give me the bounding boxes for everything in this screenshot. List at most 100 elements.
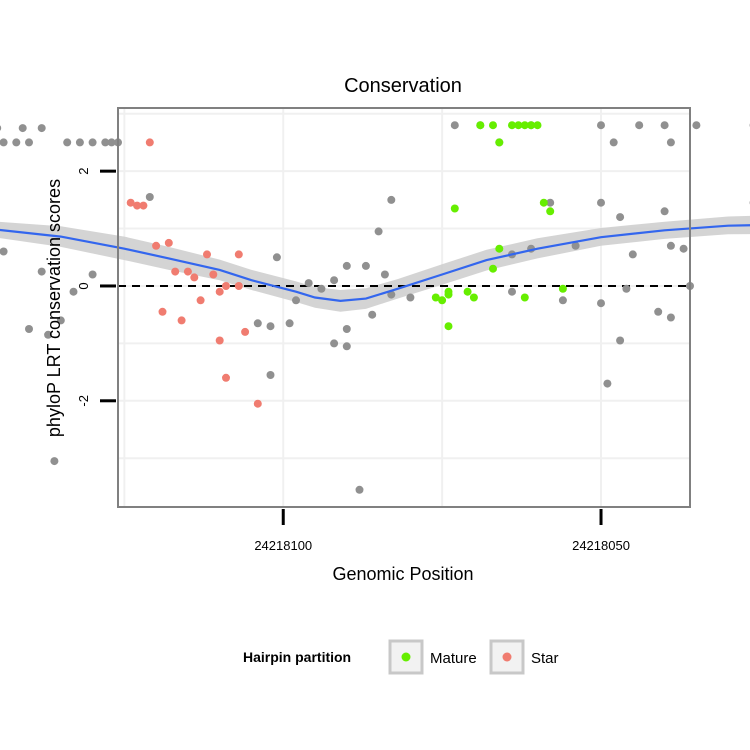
point-other-93 [317, 284, 326, 293]
point-other-26 [609, 138, 618, 147]
point-star-13 [234, 282, 243, 290]
y-tick-label-0: -2 [76, 395, 91, 407]
point-star-0 [145, 138, 154, 147]
data-points [0, 121, 750, 494]
point-star-9 [234, 250, 243, 259]
point-other-15 [63, 138, 72, 147]
point-other-48 [387, 195, 396, 204]
point-star-11 [209, 270, 218, 279]
point-mature-6 [527, 121, 536, 130]
point-other-122 [616, 336, 625, 345]
y-tick-label-1: 0 [76, 282, 91, 289]
legend-title: Hairpin partition [243, 649, 351, 665]
point-mature-5 [520, 121, 529, 130]
x-tick-label-2: 24218050 [572, 538, 630, 553]
point-other-27 [635, 121, 644, 130]
point-other-63 [330, 276, 339, 285]
point-star-3 [139, 201, 148, 210]
point-other-13 [25, 138, 33, 147]
point-other-25 [597, 121, 605, 130]
point-other-62 [304, 279, 313, 288]
point-other-92 [292, 296, 300, 305]
point-mature-7 [533, 121, 542, 130]
point-other-51 [616, 213, 625, 222]
x-axis-label: Genomic Position [332, 564, 473, 584]
series-other [0, 121, 750, 494]
point-other-94 [342, 325, 351, 333]
point-other-60 [0, 247, 8, 256]
point-other-12 [18, 124, 27, 133]
point-other-28 [660, 121, 669, 130]
plot-frame [117, 107, 691, 508]
point-star-21 [253, 399, 262, 408]
point-other-65 [361, 261, 370, 270]
series-mature [431, 121, 567, 331]
point-other-47 [374, 227, 383, 236]
point-other-87 [69, 287, 78, 296]
legend-item-mature: Mature [388, 639, 477, 675]
point-other-125 [50, 457, 59, 466]
x-tick-label-1: 24218100 [254, 538, 312, 553]
point-other-118 [266, 371, 275, 379]
point-other-119 [330, 339, 339, 348]
y-tick-label-2: 2 [76, 168, 91, 175]
point-other-69 [571, 241, 580, 250]
point-mature-2 [495, 138, 504, 147]
point-other-46 [272, 253, 281, 262]
point-other-49 [546, 198, 555, 207]
legend: Hairpin partition Mature Star [243, 639, 559, 675]
point-other-126 [355, 485, 364, 494]
point-other-21 [450, 121, 459, 130]
point-mature-14 [438, 296, 447, 305]
point-other-64 [342, 261, 351, 270]
y-axis: -2 0 2 [76, 168, 116, 407]
point-mature-16 [431, 293, 440, 302]
confidence-band [0, 215, 750, 312]
x-axis: 242181502421810024218050 [254, 509, 630, 553]
legend-label-star: Star [531, 650, 559, 667]
point-star-18 [241, 327, 250, 336]
point-star-4 [152, 241, 161, 250]
point-other-102 [654, 307, 663, 316]
point-other-98 [508, 287, 516, 296]
point-mature-20 [558, 284, 567, 293]
point-other-86 [56, 316, 65, 325]
point-other-19 [107, 138, 116, 147]
point-other-30 [692, 121, 701, 130]
point-other-85 [44, 330, 53, 339]
point-mature-19 [520, 293, 529, 302]
point-star-17 [215, 287, 224, 296]
point-star-2 [133, 201, 142, 210]
point-other-72 [679, 244, 688, 253]
confidence-band-area [0, 215, 750, 312]
legend-swatch-star [502, 652, 512, 662]
point-mature-1 [489, 121, 497, 130]
point-other-103 [666, 313, 675, 322]
point-other-14 [37, 124, 46, 133]
point-star-7 [183, 267, 192, 276]
point-mature-15 [444, 290, 453, 299]
point-other-95 [368, 310, 377, 319]
point-other-18 [101, 138, 110, 147]
point-other-9 [0, 125, 2, 131]
point-mature-17 [463, 287, 472, 296]
point-star-10 [190, 273, 199, 282]
chart-title: Conservation [344, 75, 462, 97]
grid-lines [118, 108, 690, 507]
point-star-20 [222, 373, 230, 382]
point-other-91 [285, 319, 294, 328]
point-other-97 [406, 293, 415, 302]
point-star-1 [126, 198, 135, 207]
point-other-16 [75, 138, 84, 147]
point-mature-11 [495, 244, 504, 253]
smooth-trend-line [0, 224, 750, 303]
point-mature-4 [514, 121, 523, 130]
point-other-89 [253, 319, 262, 328]
point-other-17 [88, 138, 97, 147]
point-other-100 [597, 299, 605, 308]
point-other-50 [597, 198, 605, 207]
legend-swatch-mature [401, 652, 411, 662]
smooth-trend [0, 224, 750, 303]
